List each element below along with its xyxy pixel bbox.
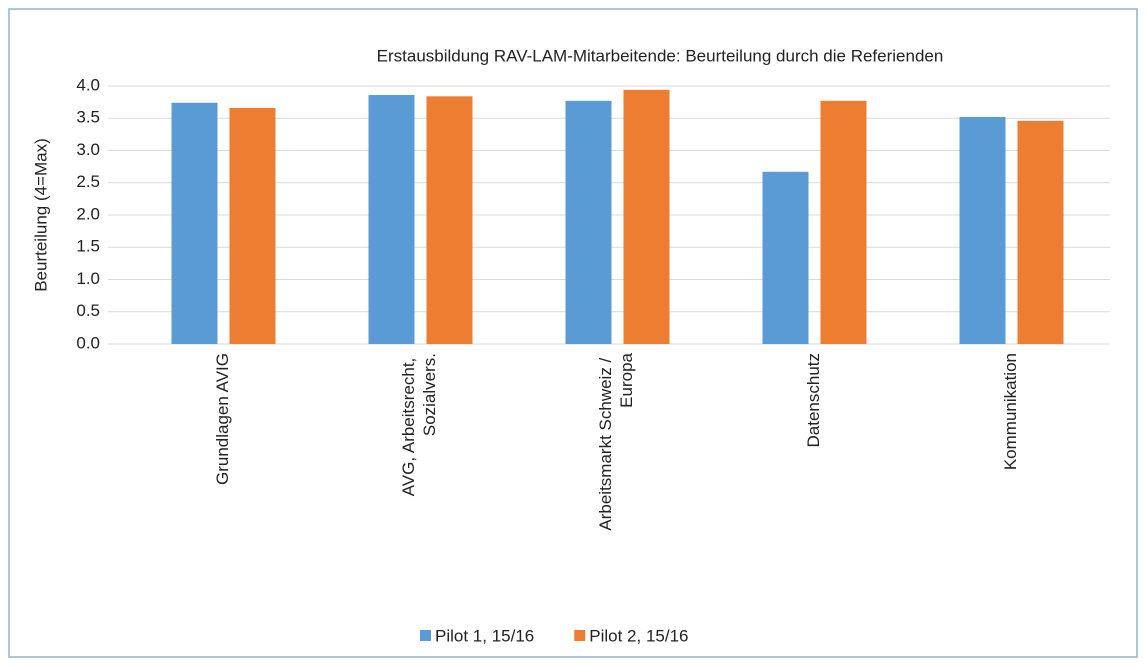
legend-label: Pilot 1, 15/16	[435, 626, 534, 645]
x-tick-label: Arbeitsmarkt Schweiz / Europa	[596, 352, 636, 530]
y-tick-label: 2.0	[76, 204, 100, 223]
bar	[623, 89, 670, 345]
y-tick-label: 3.5	[76, 108, 100, 127]
legend-label: Pilot 2, 15/16	[589, 626, 688, 645]
bar	[959, 116, 1006, 345]
x-tick-label: AVG, Arbeitsrecht, Sozialvers.	[399, 353, 439, 496]
bar	[820, 100, 867, 345]
x-tick-label: Grundlagen AVIG	[213, 353, 232, 485]
y-tick-label: 1.0	[76, 269, 100, 288]
bar	[565, 100, 612, 345]
y-axis-label: Beurteilung (4=Max)	[31, 138, 50, 292]
y-tick-label: 1.5	[76, 237, 100, 256]
bar	[762, 171, 809, 344]
y-tick-label: 0.0	[76, 333, 100, 352]
y-tick-label: 4.0	[76, 75, 100, 94]
x-tick-label: Datenschutz	[804, 353, 823, 448]
bar	[229, 107, 276, 345]
legend-swatch	[574, 630, 586, 641]
y-tick-label: 3.0	[76, 140, 100, 159]
bar	[171, 102, 218, 345]
legend-swatch	[420, 630, 431, 641]
y-tick-label: 2.5	[76, 172, 100, 191]
bar	[368, 95, 415, 344]
y-tick-label: 0.5	[76, 301, 100, 320]
x-tick-label: Kommunikation	[1001, 353, 1020, 470]
chart-title: Erstausbildung RAV-LAM-Mitarbeitende: Be…	[377, 46, 944, 65]
bar	[426, 96, 473, 344]
bar	[1017, 120, 1064, 344]
